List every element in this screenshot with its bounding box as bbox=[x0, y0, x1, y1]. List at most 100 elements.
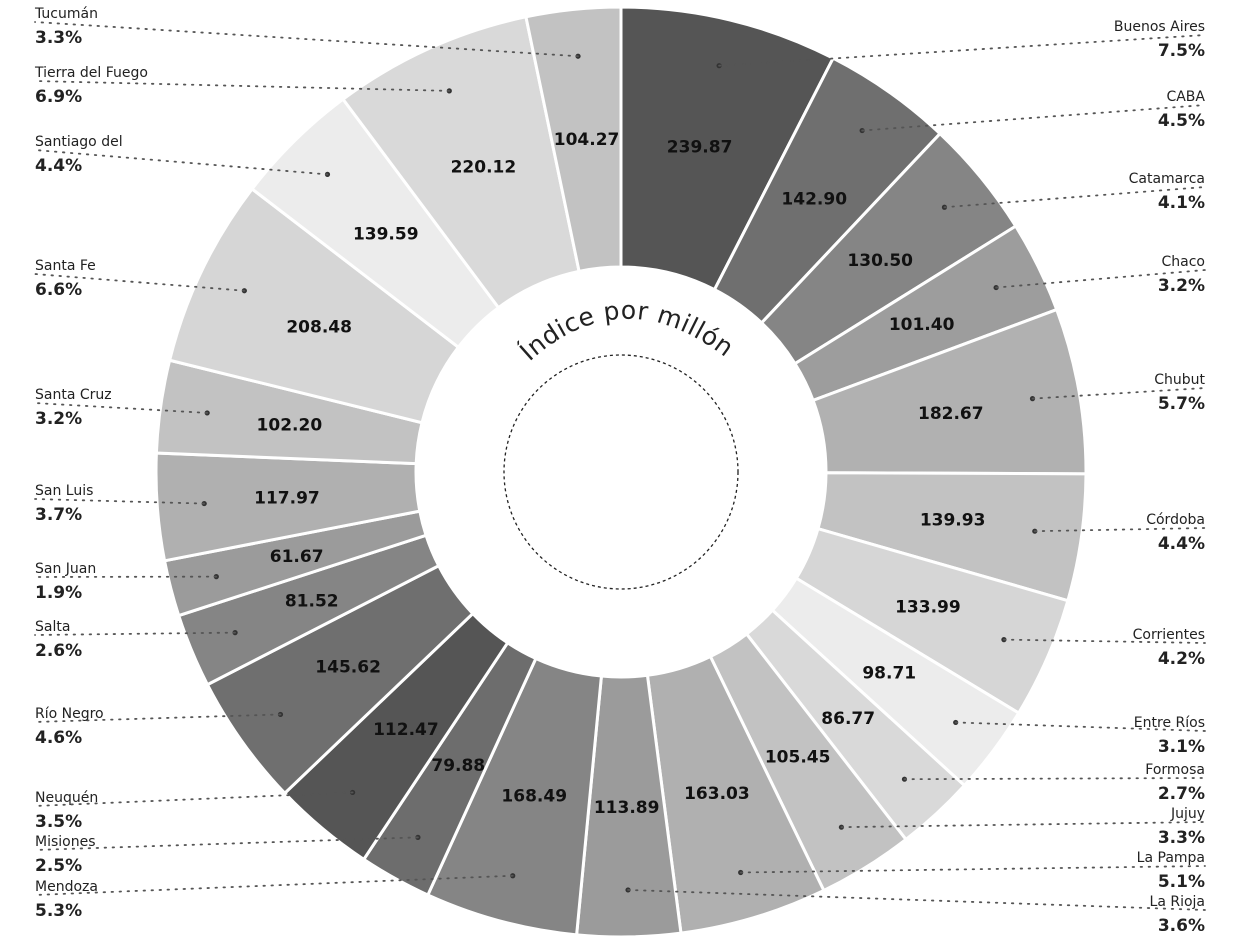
leader-line-corrientes bbox=[1003, 638, 1206, 644]
value-label-corrientes: 133.99 bbox=[895, 597, 961, 617]
label-cordoba: Córdoba bbox=[1146, 512, 1205, 528]
percent-santa-fe: 6.6% bbox=[35, 280, 82, 300]
value-label-formosa: 86.77 bbox=[821, 709, 875, 729]
percent-rio-negro: 4.6% bbox=[35, 728, 82, 748]
value-label-santa-cruz: 102.20 bbox=[257, 416, 323, 436]
leader-line-formosa bbox=[903, 777, 1206, 781]
value-label-la-rioja: 113.89 bbox=[594, 798, 660, 818]
value-label-santiago-del: 139.59 bbox=[353, 224, 419, 244]
leader-line-santiago-del bbox=[34, 149, 329, 176]
leader-line-chaco bbox=[995, 269, 1206, 289]
side-labels-group: Buenos Aires 7.5% CABA 4.5% Catamarca 4.1% Cha… bbox=[34, 6, 1206, 936]
value-label-salta: 81.52 bbox=[285, 592, 339, 612]
label-tucuman: Tucumán bbox=[34, 6, 98, 22]
label-santa-fe: Santa Fe bbox=[35, 258, 96, 274]
leader-line-la-pampa bbox=[739, 865, 1206, 874]
label-la-rioja: La Rioja bbox=[1150, 894, 1205, 910]
label-entre-rios: Entre Ríos bbox=[1134, 715, 1205, 731]
percent-san-juan: 1.9% bbox=[35, 583, 82, 603]
percent-la-pampa: 5.1% bbox=[1158, 872, 1205, 892]
value-label-buenos-aires: 239.87 bbox=[667, 137, 733, 157]
value-label-san-luis: 117.97 bbox=[254, 488, 320, 508]
leader-line-santa-cruz bbox=[34, 402, 209, 414]
value-label-chubut: 182.67 bbox=[918, 404, 984, 424]
value-label-chaco: 101.40 bbox=[889, 315, 955, 335]
label-neuquen: Neuquén bbox=[35, 790, 98, 806]
label-catamarca: Catamarca bbox=[1129, 171, 1205, 187]
label-santa-cruz: Santa Cruz bbox=[35, 387, 112, 403]
leader-line-chubut bbox=[1031, 387, 1206, 400]
value-label-neuquen: 112.47 bbox=[373, 720, 439, 740]
value-label-santa-fe: 208.48 bbox=[286, 318, 352, 338]
percent-tucuman: 3.3% bbox=[35, 28, 82, 48]
value-label-jujuy: 105.45 bbox=[765, 748, 831, 768]
percent-santa-cruz: 3.2% bbox=[35, 409, 82, 429]
value-label-cordoba: 139.93 bbox=[920, 510, 986, 530]
label-san-luis: San Luis bbox=[35, 483, 93, 499]
percent-jujuy: 3.3% bbox=[1158, 828, 1205, 848]
leader-line-salta bbox=[34, 631, 236, 636]
inner-dashed-circle bbox=[503, 354, 739, 590]
value-label-tierra-del-fuego: 220.12 bbox=[451, 158, 517, 178]
percent-misiones: 2.5% bbox=[35, 856, 82, 876]
label-caba: CABA bbox=[1166, 89, 1205, 105]
slice-tucuman bbox=[524, 5, 623, 274]
percent-caba: 4.5% bbox=[1158, 111, 1205, 131]
value-label-rio-negro: 145.62 bbox=[315, 657, 381, 677]
percent-corrientes: 4.2% bbox=[1158, 649, 1205, 669]
value-label-caba: 142.90 bbox=[781, 189, 847, 209]
percent-chaco: 3.2% bbox=[1158, 276, 1205, 296]
percent-tierra-del-fuego: 6.9% bbox=[35, 87, 82, 107]
percent-chubut: 5.7% bbox=[1158, 394, 1205, 414]
value-label-catamarca: 130.50 bbox=[847, 251, 913, 271]
label-corrientes: Corrientes bbox=[1133, 627, 1205, 643]
value-label-la-pampa: 163.03 bbox=[684, 784, 750, 804]
percent-mendoza: 5.3% bbox=[35, 901, 82, 921]
value-label-san-juan: 61.67 bbox=[270, 547, 324, 567]
label-salta: Salta bbox=[35, 619, 70, 635]
value-label-tucuman: 104.27 bbox=[554, 130, 620, 150]
slices-group bbox=[154, 5, 1088, 939]
label-mendoza: Mendoza bbox=[35, 879, 98, 895]
label-rio-negro: Río Negro bbox=[35, 706, 104, 722]
chart-title: Índice por millón bbox=[514, 296, 739, 367]
leader-line-tierra-del-fuego bbox=[34, 80, 451, 92]
leader-line-catamarca bbox=[943, 186, 1206, 209]
label-chubut: Chubut bbox=[1154, 372, 1205, 388]
leader-line-buenos-aires bbox=[718, 34, 1206, 67]
percent-la-rioja: 3.6% bbox=[1158, 916, 1205, 936]
label-buenos-aires: Buenos Aires bbox=[1114, 19, 1205, 35]
leader-line-neuquen bbox=[34, 791, 354, 807]
label-misiones: Misiones bbox=[35, 834, 96, 850]
percent-buenos-aires: 7.5% bbox=[1158, 41, 1205, 61]
percent-formosa: 2.7% bbox=[1158, 784, 1205, 804]
value-label-mendoza: 168.49 bbox=[501, 787, 567, 807]
label-san-juan: San Juan bbox=[35, 561, 96, 577]
value-label-misiones: 79.88 bbox=[431, 756, 485, 776]
leader-line-santa-fe bbox=[34, 273, 246, 292]
label-chaco: Chaco bbox=[1162, 254, 1206, 270]
leader-line-entre-rios bbox=[954, 721, 1206, 732]
leader-line-misiones bbox=[34, 836, 419, 851]
leaders-group bbox=[34, 21, 1206, 911]
value-label-entre-rios: 98.71 bbox=[862, 664, 916, 684]
label-santiago-del: Santiago del bbox=[35, 134, 123, 150]
percent-san-luis: 3.7% bbox=[35, 505, 82, 525]
leader-line-rio-negro bbox=[34, 713, 282, 723]
leader-line-la-rioja bbox=[627, 889, 1206, 911]
label-jujuy: Jujuy bbox=[1170, 806, 1205, 822]
leader-line-caba bbox=[861, 104, 1206, 132]
leader-line-tucuman bbox=[34, 21, 579, 58]
label-la-pampa: La Pampa bbox=[1137, 850, 1205, 866]
label-formosa: Formosa bbox=[1145, 762, 1205, 778]
percent-cordoba: 4.4% bbox=[1158, 534, 1205, 554]
label-tierra-del-fuego: Tierra del Fuego bbox=[34, 65, 148, 81]
value-labels-group: 239.87 142.90 130.50 101.40 182.67 139.93 133.… bbox=[254, 130, 985, 818]
percent-santiago-del: 4.4% bbox=[35, 156, 82, 176]
percent-catamarca: 4.1% bbox=[1158, 193, 1205, 213]
percent-neuquen: 3.5% bbox=[35, 812, 82, 832]
leader-line-mendoza bbox=[34, 874, 514, 896]
percent-salta: 2.6% bbox=[35, 641, 82, 661]
percent-entre-rios: 3.1% bbox=[1158, 737, 1205, 757]
